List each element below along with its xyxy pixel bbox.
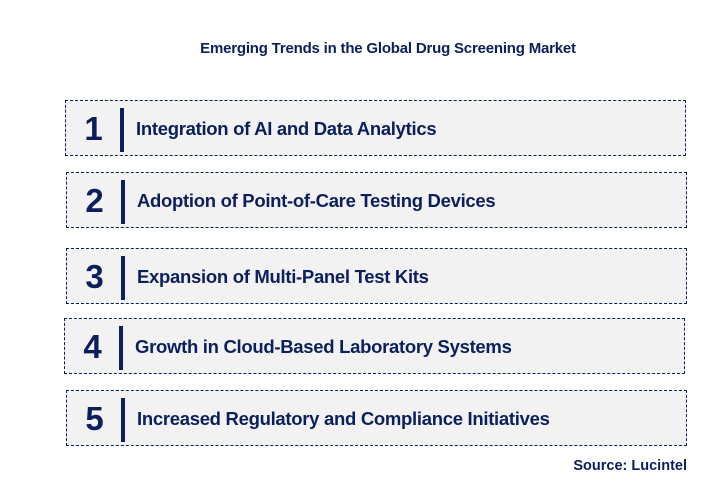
trend-label: Adoption of Point-of-Care Testing Device… (137, 190, 496, 211)
divider-bar (119, 326, 123, 370)
trend-label: Growth in Cloud-Based Laboratory Systems (135, 336, 512, 357)
divider-bar (120, 108, 124, 152)
trend-item-2: 2 Adoption of Point-of-Care Testing Devi… (66, 172, 687, 228)
trend-item-3: 3 Expansion of Multi-Panel Test Kits (66, 248, 687, 304)
source-credit: Source: Lucintel (573, 458, 687, 474)
trend-label: Integration of AI and Data Analytics (136, 118, 437, 139)
trend-number: 3 (85, 258, 104, 295)
trend-label: Expansion of Multi-Panel Test Kits (137, 266, 429, 287)
trend-item-1: 1 Integration of AI and Data Analytics (65, 100, 686, 156)
trend-number: 5 (85, 400, 104, 437)
trend-label: Increased Regulatory and Compliance Init… (137, 408, 550, 429)
trend-item-5: 5 Increased Regulatory and Compliance In… (66, 390, 687, 446)
trend-number: 4 (83, 328, 102, 365)
divider-bar (121, 256, 125, 300)
trend-number: 2 (85, 182, 104, 219)
divider-bar (121, 398, 125, 442)
trend-item-4: 4 Growth in Cloud-Based Laboratory Syste… (64, 318, 685, 374)
diagram-title: Emerging Trends in the Global Drug Scree… (200, 40, 576, 57)
trend-number: 1 (84, 110, 103, 147)
divider-bar (121, 180, 125, 224)
